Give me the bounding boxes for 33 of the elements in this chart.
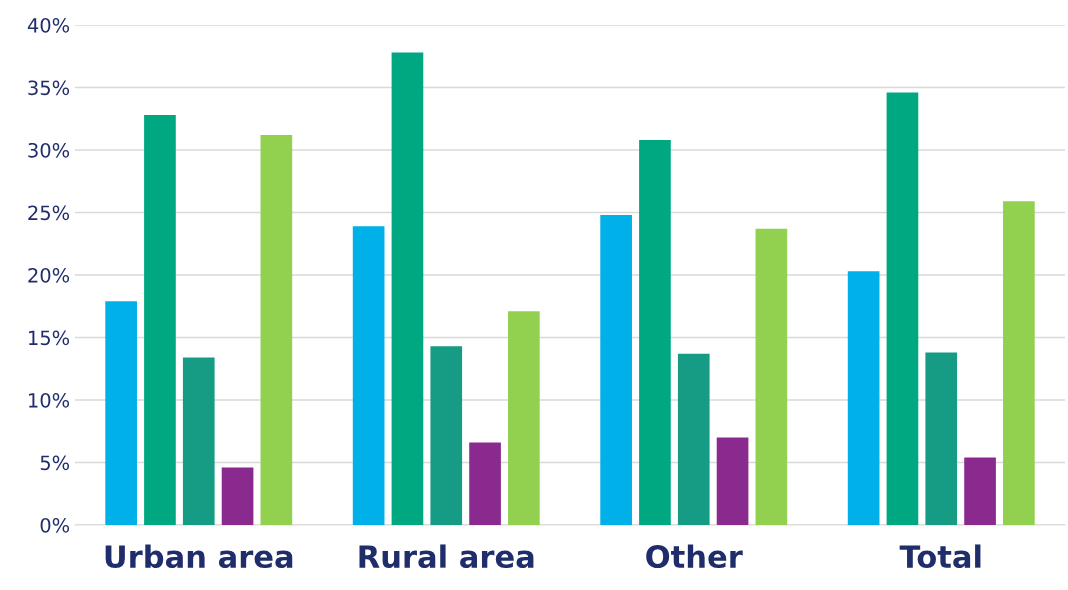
bar	[508, 311, 540, 525]
x-tick-label: Rural area	[359, 544, 534, 569]
bar	[352, 226, 385, 525]
bar	[677, 353, 710, 525]
y-tick-label: 10%	[29, 392, 70, 408]
bar	[469, 442, 501, 525]
bar	[639, 140, 671, 525]
bar	[430, 346, 463, 525]
bar	[260, 135, 293, 525]
bar	[886, 92, 919, 525]
bar	[182, 357, 215, 525]
y-tick-label: 35%	[28, 80, 70, 96]
x-tick-label: Total	[899, 544, 981, 569]
bar	[755, 228, 788, 525]
x-tick-label: Urban area	[105, 544, 293, 569]
bar	[964, 457, 996, 525]
x-tick-label: Other	[646, 544, 743, 569]
y-tick-label: 20%	[28, 267, 70, 283]
bar	[144, 115, 176, 525]
bar	[716, 437, 749, 525]
bar	[1003, 201, 1035, 525]
bar	[600, 215, 632, 525]
bar	[105, 301, 137, 525]
y-tick-label: 15%	[29, 330, 70, 346]
y-tick-label: 25%	[28, 205, 70, 221]
y-tick-label: 5%	[40, 455, 70, 471]
bar	[391, 52, 424, 525]
y-tick-label: 0%	[40, 517, 70, 533]
bar	[221, 467, 254, 525]
bar	[925, 352, 958, 525]
bar	[847, 271, 880, 525]
y-tick-label: 40%	[27, 17, 70, 33]
y-tick-label: 30%	[28, 142, 70, 158]
